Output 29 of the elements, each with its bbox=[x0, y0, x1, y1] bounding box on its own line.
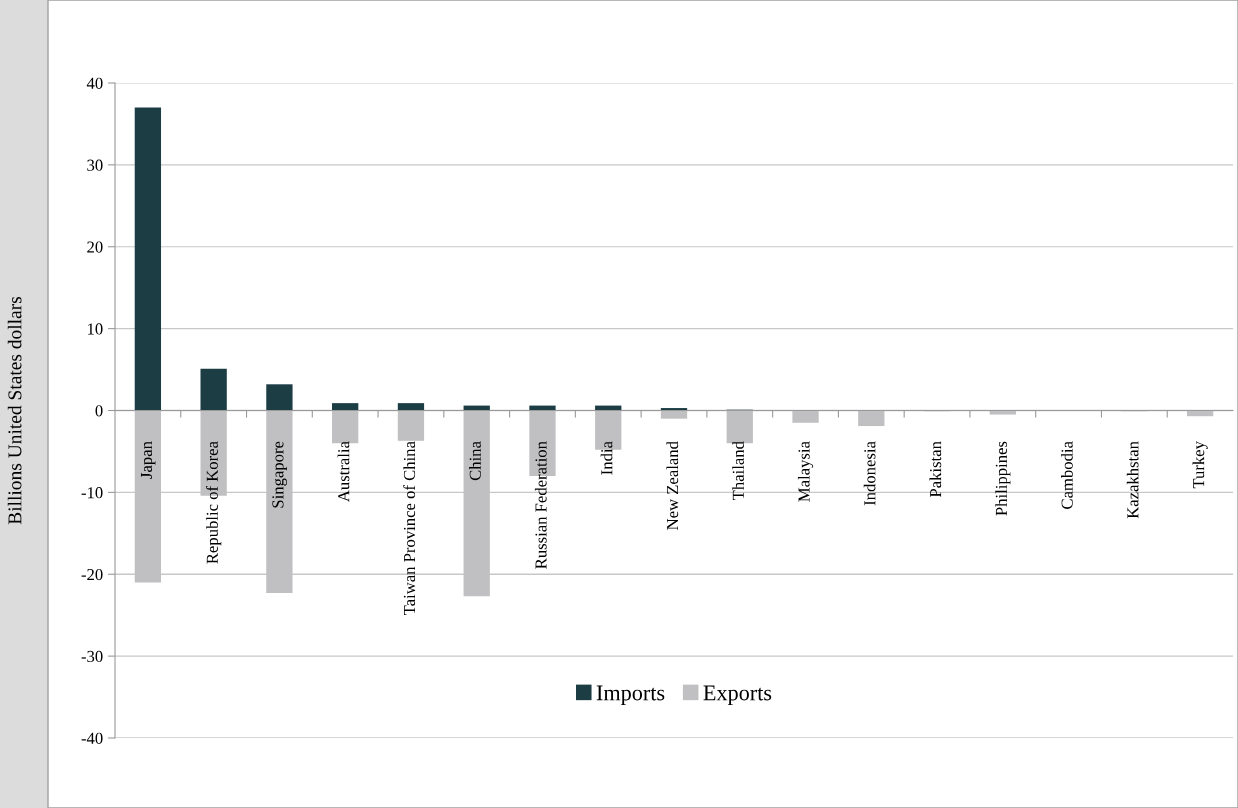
y-tick-label: -40 bbox=[81, 732, 103, 744]
x-tick-label: Taiwan Province of China bbox=[403, 441, 416, 615]
x-tick-label: Turkey bbox=[1192, 441, 1208, 489]
x-tick-label: Philippines bbox=[995, 441, 1011, 516]
y-tick-label: -10 bbox=[81, 487, 103, 499]
x-tick-label: Indonesia bbox=[863, 441, 876, 506]
x-tick-label: Japan bbox=[140, 441, 156, 479]
y-tick-label: -30 bbox=[81, 650, 103, 663]
x-tick-label: Republic of Korea bbox=[206, 441, 222, 564]
y-axis-title: Billions United States dollars bbox=[7, 296, 22, 525]
y-tick-label: 40 bbox=[86, 77, 103, 89]
y-tick-label: 0 bbox=[95, 405, 103, 417]
y-tick-label: 10 bbox=[87, 323, 103, 335]
x-tick-label: Pakistan bbox=[929, 441, 942, 498]
legend-label: Imports bbox=[596, 685, 665, 705]
x-tick-label: India bbox=[600, 441, 613, 475]
y-tick-label: 30 bbox=[87, 159, 103, 171]
x-tick-label: Thailand bbox=[732, 441, 744, 500]
legend-label: Exports bbox=[703, 685, 772, 705]
x-tick-label: Malaysia bbox=[797, 441, 814, 502]
x-tick-label: Australia bbox=[337, 441, 350, 502]
x-tick-label: Cambodia bbox=[1061, 441, 1073, 509]
x-tick-label: New Zealand bbox=[666, 441, 679, 530]
x-tick-label: Russian Federation bbox=[534, 441, 547, 569]
x-tick-label: China bbox=[469, 441, 481, 481]
y-tick-label: 20 bbox=[87, 241, 103, 253]
y-tick-label: -20 bbox=[81, 568, 103, 581]
x-tick-label: Kazakhstan bbox=[1126, 441, 1139, 519]
x-tick-label: Singapore bbox=[272, 441, 287, 508]
